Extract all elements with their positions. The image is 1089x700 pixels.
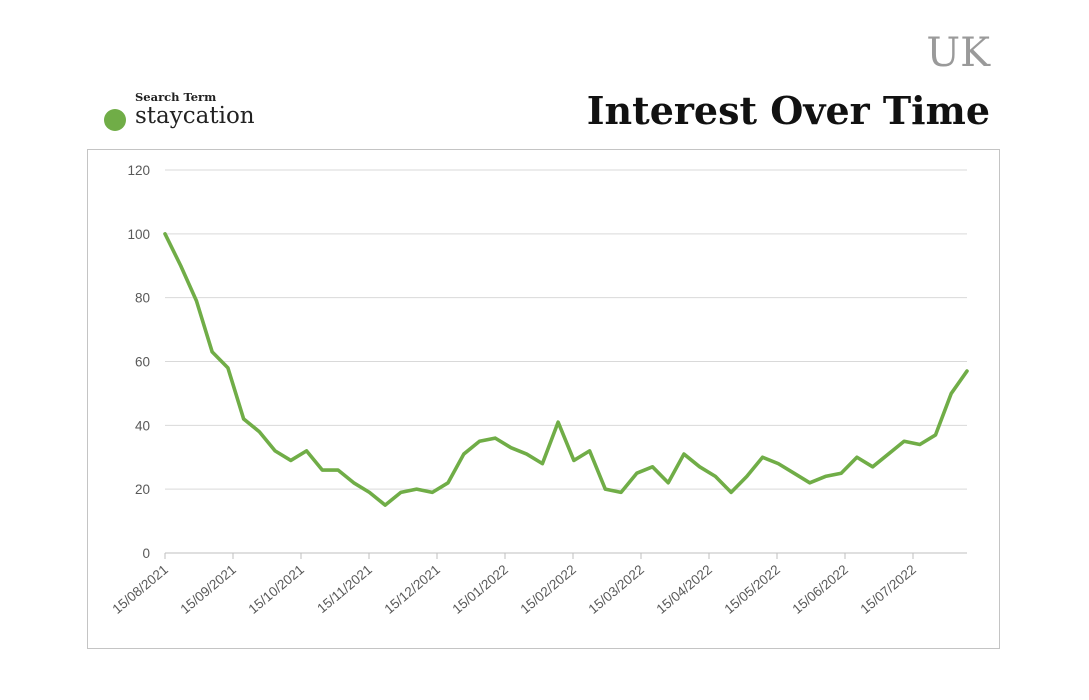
- y-tick-label: 20: [135, 482, 150, 497]
- y-tick-label: 100: [127, 227, 150, 242]
- y-tick-label: 0: [142, 546, 150, 561]
- x-tick-label: 15/03/2022: [586, 562, 647, 617]
- x-tick-label: 15/11/2021: [314, 562, 375, 616]
- x-tick-label: 15/07/2022: [858, 562, 919, 617]
- y-tick-label: 120: [127, 163, 150, 178]
- x-tick-label: 15/12/2021: [382, 562, 443, 617]
- x-tick-label: 15/04/2022: [654, 562, 715, 617]
- x-tick-label: 15/05/2022: [722, 562, 783, 617]
- series-line-staycation: [163, 232, 969, 507]
- chart-frame: [87, 149, 1000, 649]
- x-tick-label: 15/06/2022: [790, 562, 851, 617]
- x-tick-label: 15/02/2022: [518, 562, 579, 617]
- x-tick-label: 15/10/2021: [246, 562, 307, 617]
- legend-heading: Search Term: [135, 90, 217, 104]
- chart-title: Interest Over Time: [586, 88, 990, 133]
- y-tick-label: 40: [135, 418, 150, 433]
- legend-swatch: [104, 109, 126, 131]
- x-tick-label: 15/09/2021: [178, 562, 239, 617]
- region-label: UK: [926, 30, 990, 76]
- legend-term: staycation: [135, 103, 255, 129]
- x-tick-label: 15/01/2022: [450, 562, 511, 617]
- x-tick-label: 15/08/2021: [110, 562, 171, 617]
- y-tick-label: 80: [135, 291, 150, 306]
- y-tick-label: 60: [135, 355, 150, 370]
